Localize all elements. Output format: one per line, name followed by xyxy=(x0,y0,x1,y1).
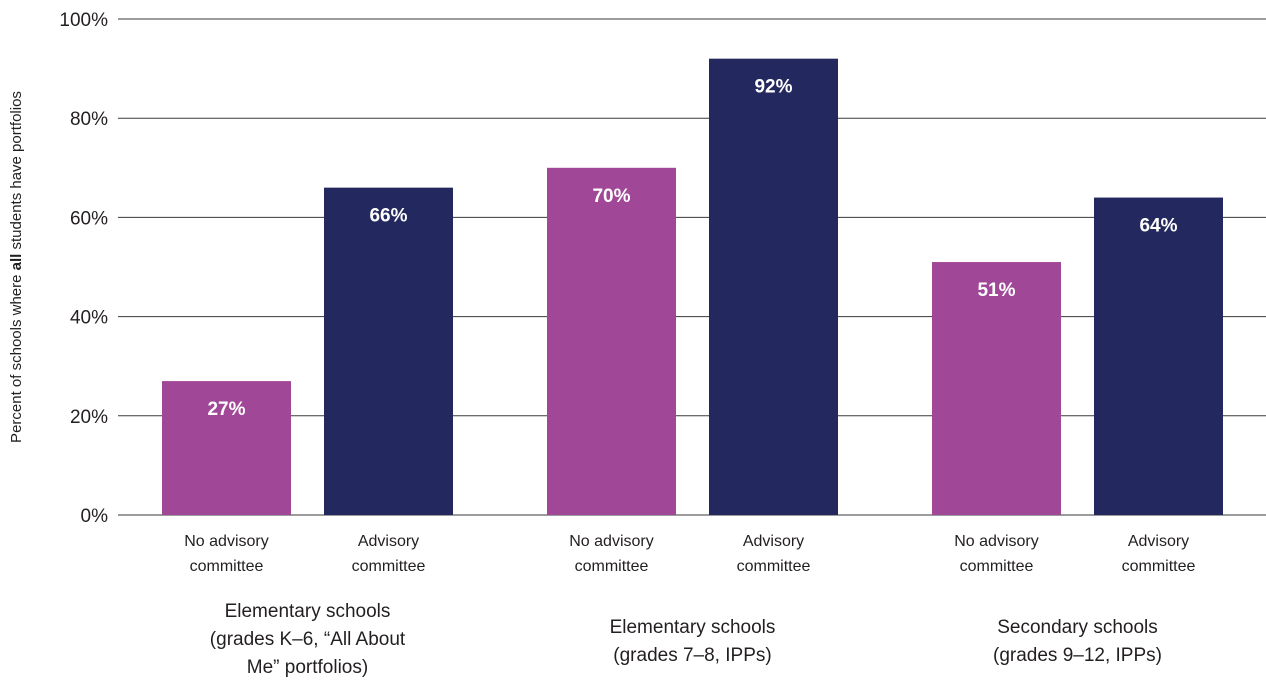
category-label-1-advisory-committee: Advisory committee xyxy=(352,533,426,575)
group-label-3: Secondary schools (grades 9–12, IPPs) xyxy=(993,617,1162,666)
group-label-1: Elementary schools (grades K–6, “All Abou… xyxy=(210,601,406,678)
value-label-3-no-advisory-committee: 51% xyxy=(977,280,1015,301)
group-label-2: Elementary schools (grades 7–8, IPPs) xyxy=(610,617,776,666)
labels: 0% 20% 40% 60% 80% 100% Percent of schools whe… xyxy=(8,10,1196,678)
category-label-3-advisory-committee: Advisory committee xyxy=(1122,533,1196,575)
category-label-2-advisory-committee: Advisory committee xyxy=(737,533,811,575)
bar-1-advisory-committee xyxy=(324,187,453,515)
bar-2-advisory-committee xyxy=(709,58,838,516)
value-label-1-no-advisory-committee: 27% xyxy=(207,399,245,420)
value-label-1-advisory-committee: 66% xyxy=(369,206,407,227)
y-axis-label: Percent of schools where all students ha… xyxy=(8,91,25,443)
value-label-2-advisory-committee: 92% xyxy=(754,77,792,98)
category-label-3-no-advisory-committee: No advisory committee xyxy=(954,533,1038,575)
bar-3-no-advisory-committee xyxy=(932,262,1061,515)
bar-3-advisory-committee xyxy=(1094,197,1223,515)
value-label-2-no-advisory-committee: 70% xyxy=(592,186,630,207)
y-tick-label-60: 60% xyxy=(70,208,108,229)
y-tick-label-0: 0% xyxy=(81,506,109,527)
y-tick-label-100: 100% xyxy=(59,10,108,31)
y-tick-label-80: 80% xyxy=(70,109,108,130)
bar-2-no-advisory-committee xyxy=(547,167,676,516)
bar-1-no-advisory-committee xyxy=(162,381,291,515)
y-tick-label-40: 40% xyxy=(70,308,108,329)
category-label-1-no-advisory-committee: No advisory committee xyxy=(184,533,268,575)
value-label-3-advisory-committee: 64% xyxy=(1139,216,1177,237)
y-tick-label-20: 20% xyxy=(70,407,108,428)
category-label-2-no-advisory-committee: No advisory committee xyxy=(569,533,653,575)
bars xyxy=(162,58,1223,516)
gridlines xyxy=(118,18,1266,516)
